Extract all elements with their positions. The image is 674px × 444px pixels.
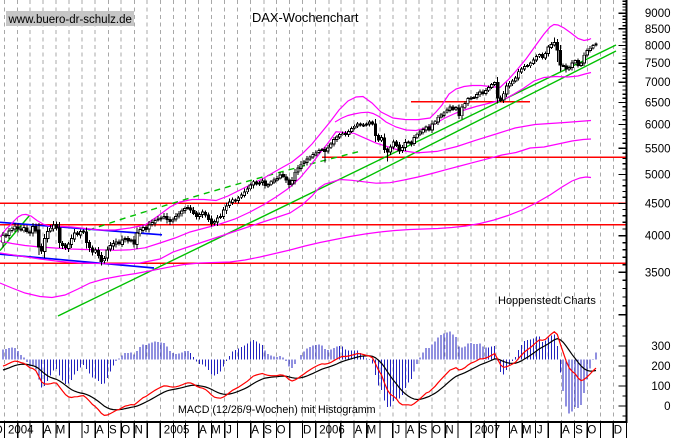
svg-text:8000: 8000 xyxy=(645,40,671,52)
svg-text:2005: 2005 xyxy=(164,425,190,437)
svg-text:A: A xyxy=(44,425,52,437)
svg-text:8500: 8500 xyxy=(645,24,671,36)
svg-text:S: S xyxy=(109,425,117,437)
svg-text:M: M xyxy=(522,425,532,437)
svg-text:N: N xyxy=(135,425,143,437)
svg-text:O: O xyxy=(277,425,286,437)
svg-text:100: 100 xyxy=(651,381,670,393)
svg-text:O: O xyxy=(121,425,130,437)
svg-text:O: O xyxy=(587,425,596,437)
svg-text:Hoppenstedt Charts: Hoppenstedt Charts xyxy=(498,295,596,307)
svg-text:3500: 3500 xyxy=(645,267,671,279)
svg-text:N: N xyxy=(445,425,453,437)
svg-text:6500: 6500 xyxy=(645,97,671,109)
svg-text:200: 200 xyxy=(651,361,670,373)
svg-text:A: A xyxy=(199,425,207,437)
svg-text:M: M xyxy=(56,425,66,437)
svg-text:7500: 7500 xyxy=(645,58,671,70)
svg-text:A: A xyxy=(562,425,570,437)
svg-text:O: O xyxy=(432,425,441,437)
svg-text:J: J xyxy=(537,425,543,437)
svg-text:www.buero-dr-schulz.de: www.buero-dr-schulz.de xyxy=(8,14,132,26)
svg-text:2007: 2007 xyxy=(475,425,501,437)
svg-text:7000: 7000 xyxy=(645,77,671,89)
svg-text:A: A xyxy=(251,425,259,437)
svg-text:M: M xyxy=(367,425,377,437)
svg-text:4500: 4500 xyxy=(645,198,671,210)
svg-text:D: D xyxy=(0,425,3,437)
svg-text:6000: 6000 xyxy=(645,119,671,131)
svg-text:S: S xyxy=(264,425,272,437)
svg-text:S: S xyxy=(420,425,428,437)
svg-text:D: D xyxy=(303,425,311,437)
svg-text:DAX-Wochenchart: DAX-Wochenchart xyxy=(252,10,359,25)
svg-text:5000: 5000 xyxy=(645,169,671,181)
svg-text:A: A xyxy=(355,425,363,437)
svg-text:S: S xyxy=(575,425,583,437)
svg-text:2006: 2006 xyxy=(319,425,345,437)
svg-text:300: 300 xyxy=(651,341,670,353)
svg-text:A: A xyxy=(510,425,518,437)
svg-text:5500: 5500 xyxy=(645,143,671,155)
svg-text:J: J xyxy=(84,425,90,437)
svg-text:A: A xyxy=(96,425,104,437)
svg-text:4000: 4000 xyxy=(645,231,671,243)
svg-text:2004: 2004 xyxy=(8,425,34,437)
svg-text:J: J xyxy=(395,425,401,437)
svg-text:0: 0 xyxy=(664,401,670,413)
svg-text:MACD (12/26/9-Wochen) mit Hist: MACD (12/26/9-Wochen) mit Histogramm xyxy=(178,404,376,416)
svg-text:A: A xyxy=(407,425,415,437)
svg-text:9000: 9000 xyxy=(645,8,671,20)
svg-text:D: D xyxy=(614,425,622,437)
svg-text:J: J xyxy=(226,425,232,437)
svg-text:M: M xyxy=(211,425,221,437)
